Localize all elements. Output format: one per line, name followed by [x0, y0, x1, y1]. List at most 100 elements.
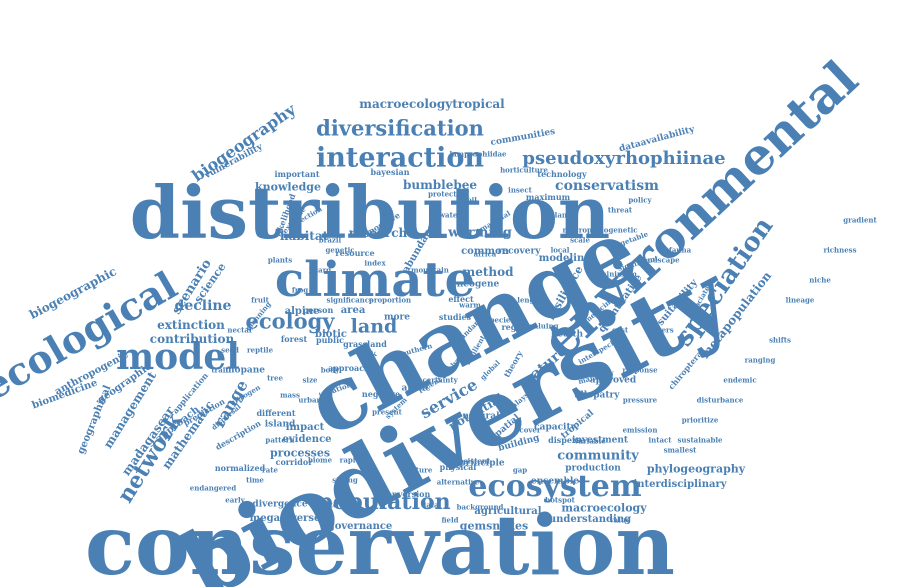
word: common	[461, 246, 509, 257]
word: horticulture	[500, 165, 548, 175]
word: protected	[428, 189, 466, 199]
word: gradient	[843, 215, 877, 225]
word: insect	[508, 185, 532, 195]
word: bumblebee	[402, 178, 478, 192]
word: plants	[267, 255, 293, 265]
word: bayesian	[370, 167, 410, 177]
word: endangered	[189, 483, 237, 493]
word: evidence	[282, 434, 332, 445]
word: understanding	[548, 514, 632, 525]
word: richness	[823, 245, 857, 255]
word: mountain	[411, 265, 449, 275]
word: interaction	[315, 142, 485, 174]
word: lamprophiidae	[449, 149, 507, 159]
word: conservatism	[555, 178, 659, 194]
word: scale	[570, 235, 590, 245]
word: health	[550, 329, 584, 340]
word: seed	[221, 345, 239, 355]
word: public	[316, 335, 344, 345]
word: decline	[174, 298, 232, 314]
word: extinction	[157, 318, 225, 332]
word: tree	[267, 373, 283, 383]
word: gap	[512, 465, 528, 475]
word: local	[550, 245, 570, 255]
word: proportion	[368, 295, 412, 305]
word: field	[441, 515, 459, 525]
word: investment	[571, 435, 629, 446]
word: significance	[326, 295, 374, 305]
word: pressure	[622, 395, 658, 405]
word: smallest	[663, 445, 697, 455]
word: corridor	[275, 457, 313, 467]
word: processes	[269, 446, 331, 460]
word: body	[320, 365, 340, 375]
word: disturbance	[696, 395, 744, 405]
word: cost	[611, 325, 629, 335]
word: sustainable	[677, 435, 723, 445]
word: knowledge	[255, 180, 321, 194]
word: ranging	[744, 355, 776, 365]
word: rapid	[339, 455, 361, 465]
word: land	[350, 315, 398, 338]
word: background	[456, 502, 504, 512]
word: macroecologytropical	[359, 97, 505, 111]
word: normalized	[214, 463, 266, 473]
word: ecology	[245, 308, 335, 334]
word: endemic	[723, 375, 757, 385]
word: ensemble	[530, 476, 580, 487]
word: data	[421, 500, 439, 510]
word: warm	[459, 300, 481, 310]
word: agricultural	[474, 506, 542, 517]
word: climate	[274, 252, 476, 308]
word: length	[517, 295, 543, 305]
word: shifts	[769, 335, 791, 345]
word: species	[485, 315, 515, 325]
word: trait	[211, 365, 229, 375]
word: effect	[448, 294, 474, 304]
word: genetic	[325, 245, 355, 255]
word: approach	[328, 363, 370, 373]
word: fauna	[668, 245, 692, 255]
word: approved	[589, 375, 637, 386]
word: variable	[574, 436, 606, 446]
word: macrophylogenetic	[562, 225, 638, 235]
word: warming	[448, 225, 512, 241]
word: prioritize	[681, 415, 719, 425]
word: communities	[489, 126, 556, 149]
word: interdisciplinary	[633, 479, 727, 490]
word: macroecology	[561, 501, 647, 515]
word: megadiverse	[249, 513, 321, 524]
word: natural	[462, 411, 500, 422]
word: policy	[628, 195, 652, 205]
word: contribution	[149, 332, 235, 346]
word: modeling	[538, 253, 592, 264]
word: principle	[459, 458, 505, 469]
word: water	[439, 210, 461, 220]
word: present	[372, 407, 402, 417]
word: africa	[473, 249, 497, 259]
word: distribution	[129, 170, 611, 255]
word: capacity	[534, 422, 576, 433]
word: recovery	[497, 246, 541, 257]
word: emission	[622, 425, 658, 435]
word: lineage	[785, 295, 815, 305]
word: mopane	[225, 365, 265, 376]
word: late	[322, 500, 338, 510]
word: dispersa	[548, 435, 586, 445]
word: maximum	[525, 192, 571, 202]
word: physical	[439, 462, 477, 472]
word: population	[317, 489, 451, 515]
word: reptile	[246, 345, 274, 355]
word: strong	[332, 475, 358, 485]
word: plant	[549, 210, 571, 220]
word: arctic	[401, 383, 431, 394]
word: grassland	[343, 339, 387, 349]
word: intact	[648, 435, 672, 445]
word: negative	[361, 389, 401, 399]
word: index	[364, 258, 386, 268]
word: region	[501, 322, 531, 332]
word: technology	[537, 169, 587, 179]
word: resource	[335, 248, 375, 258]
word: uncertainty	[412, 375, 458, 385]
word: size	[302, 375, 318, 385]
